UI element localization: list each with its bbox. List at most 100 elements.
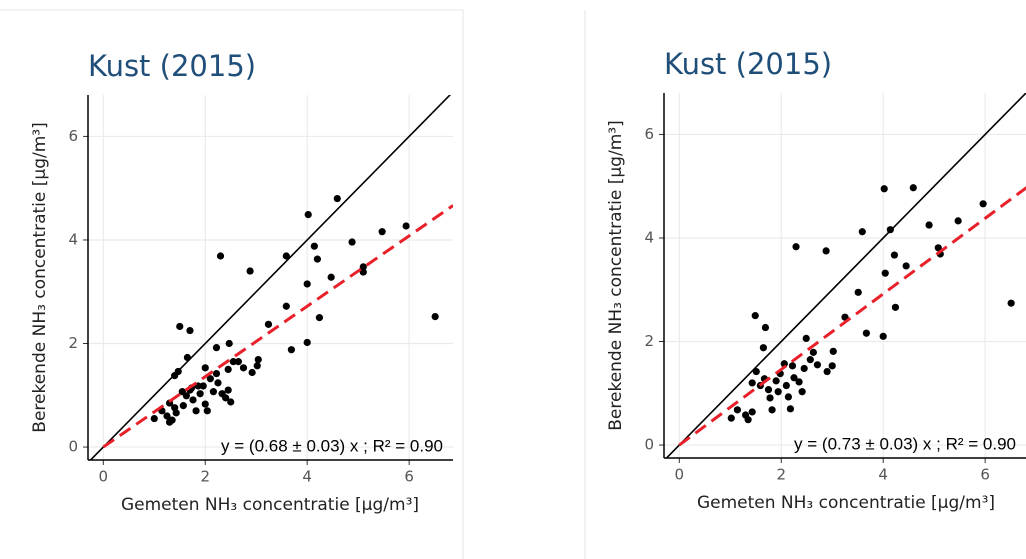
point — [402, 222, 410, 230]
chart-title: Kust (2015) — [664, 47, 832, 81]
point — [196, 390, 204, 398]
point — [902, 262, 910, 270]
x-tick-label: 4 — [302, 468, 312, 486]
x-tick-label: 2 — [200, 468, 210, 486]
fit-line — [678, 186, 1026, 447]
point — [748, 379, 756, 387]
point — [790, 374, 798, 382]
plot-area — [665, 93, 1026, 458]
point — [310, 242, 318, 250]
point — [246, 267, 254, 275]
point — [802, 334, 810, 343]
point — [216, 252, 225, 260]
point — [192, 407, 200, 415]
point — [772, 377, 780, 385]
panel: Kust (2015) 0 2 4 6 0 2 4 6 y = (0.73 ± 0.03) x ;… — [606, 47, 1026, 513]
y-tick-label: 2 — [68, 334, 78, 352]
point — [858, 228, 866, 236]
point — [925, 221, 933, 229]
point — [979, 200, 987, 208]
point — [348, 238, 356, 246]
point — [303, 338, 311, 347]
point — [822, 247, 830, 255]
y-tick-label: 0 — [68, 438, 78, 456]
y-axis-label: Berekende NH₃ concentratie [µg/m³] — [606, 120, 626, 430]
fit-line — [102, 204, 453, 449]
point — [800, 364, 808, 373]
x-tick-label: 4 — [878, 466, 888, 484]
x-tick-label: 0 — [99, 468, 109, 486]
point — [224, 365, 232, 373]
x-axis-label: Gemeten NH₃ concentratie [µg/m³] — [121, 495, 419, 515]
point — [806, 356, 814, 364]
y-tick-label: 0 — [644, 436, 654, 454]
identity-line — [665, 93, 1026, 458]
plot-area — [89, 95, 453, 460]
point — [733, 406, 742, 414]
point — [378, 228, 386, 236]
point — [786, 405, 795, 413]
point — [798, 388, 806, 396]
point — [171, 404, 179, 412]
point — [304, 210, 312, 219]
point — [782, 381, 790, 390]
annotation: y = (0.68 ± 0.03) x ; R² = 0.90 — [221, 436, 443, 455]
point — [854, 288, 862, 296]
point — [891, 303, 900, 311]
point — [909, 184, 917, 192]
point — [282, 302, 290, 310]
point — [879, 332, 887, 340]
point — [784, 393, 792, 401]
y-tick-label: 6 — [68, 127, 78, 145]
point — [751, 312, 759, 320]
point — [752, 367, 760, 376]
y-axis-label: Berekende NH₃ concentratie [µg/m³] — [30, 122, 50, 432]
point — [229, 358, 237, 366]
point — [809, 348, 817, 356]
point — [264, 320, 273, 328]
point — [209, 388, 218, 396]
x-tick-label: 6 — [404, 468, 414, 486]
point — [764, 386, 773, 394]
point — [327, 273, 335, 281]
point — [224, 386, 232, 394]
point — [813, 361, 822, 369]
point — [788, 362, 797, 370]
point — [748, 408, 756, 416]
point — [150, 414, 158, 423]
point — [222, 394, 230, 402]
point — [214, 379, 222, 387]
point — [199, 382, 207, 390]
point — [203, 407, 211, 415]
point — [303, 280, 311, 288]
point — [313, 255, 321, 263]
point — [761, 323, 770, 332]
point — [829, 347, 837, 355]
point — [881, 269, 889, 277]
point — [227, 398, 235, 406]
point — [201, 364, 209, 372]
annotation: y = (0.73 ± 0.03) x ; R² = 0.90 — [794, 434, 1016, 453]
x-tick-label: 2 — [776, 466, 786, 484]
point — [823, 367, 831, 376]
point — [886, 226, 894, 234]
y-tick-label: 4 — [644, 228, 654, 246]
point — [780, 360, 788, 368]
point — [179, 402, 187, 410]
y-tick-label: 2 — [644, 332, 654, 350]
point — [206, 375, 214, 383]
point — [954, 217, 962, 225]
point — [182, 392, 190, 400]
point — [744, 416, 752, 424]
x-tick-label: 6 — [980, 466, 990, 484]
point — [774, 388, 782, 396]
point — [1007, 299, 1015, 307]
point — [431, 312, 439, 321]
point — [282, 252, 290, 260]
identity-line — [89, 95, 452, 460]
point — [792, 243, 800, 251]
point — [768, 406, 776, 414]
point — [239, 364, 248, 372]
point — [766, 394, 774, 402]
point — [201, 400, 209, 408]
